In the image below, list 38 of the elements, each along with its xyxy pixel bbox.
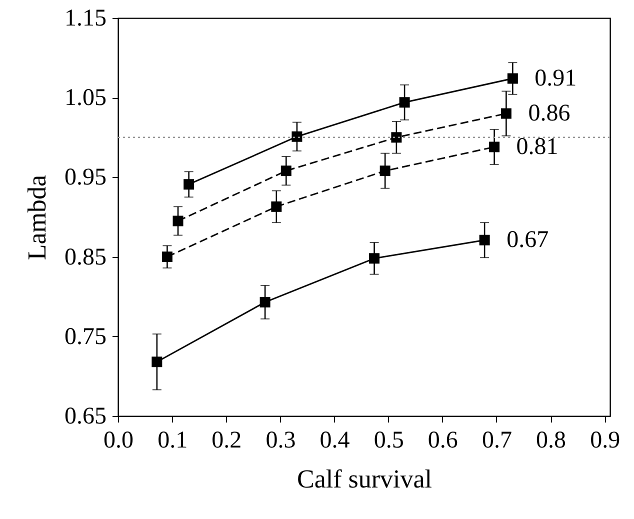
x-tick-label: 0.7 (482, 428, 512, 454)
point (184, 179, 194, 190)
x-tick-label: 0.2 (212, 428, 242, 454)
x-tick-label: 0.6 (428, 428, 458, 454)
y-tick-label: 0.85 (64, 244, 106, 270)
x-tick-label: 0.3 (266, 428, 296, 454)
point (399, 97, 410, 108)
point (152, 356, 162, 368)
series-label: 0.81 (516, 134, 558, 160)
x-tick-label: 0.5 (374, 428, 404, 454)
point (271, 201, 282, 212)
point (507, 73, 518, 84)
x-tick-label: 0.9 (590, 428, 620, 454)
point (489, 142, 500, 152)
point (162, 252, 172, 262)
series-label: 0.86 (528, 100, 570, 127)
series-label: 0.91 (534, 65, 577, 92)
point (500, 108, 512, 119)
point (391, 132, 402, 143)
y-tick-label: 1.15 (64, 6, 106, 32)
point (292, 131, 302, 142)
point (260, 296, 270, 308)
x-axis-title: Calf survival (296, 464, 432, 494)
y-tick-label: 0.95 (64, 164, 106, 191)
y-tick-label: 0.65 (64, 404, 106, 430)
point (369, 253, 380, 264)
y-tick-label: 0.75 (64, 324, 106, 350)
text: 0.0 (104, 428, 134, 454)
y-tick-label: 1.05 (64, 85, 106, 112)
x-tick-label: 0.4 (320, 428, 350, 454)
series-label: 0.67 (506, 227, 549, 254)
point (280, 166, 292, 176)
x-tick-label: 0.8 (536, 428, 566, 454)
x-tick-label: 0.1 (158, 428, 188, 454)
point (479, 234, 490, 246)
y-axis-title: Lambda (22, 174, 52, 260)
point (172, 216, 184, 226)
point (380, 166, 390, 176)
